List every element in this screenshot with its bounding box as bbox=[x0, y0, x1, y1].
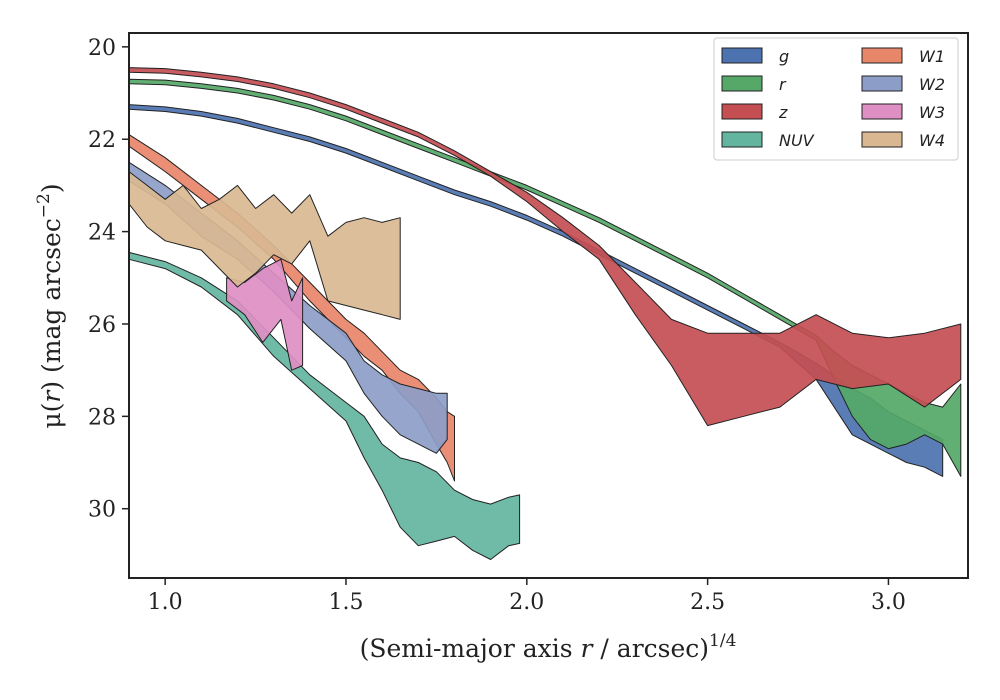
band-w3 bbox=[226, 258, 304, 371]
band-nuv bbox=[128, 251, 521, 560]
legend-label-w4: W4 bbox=[919, 131, 945, 150]
legend-label-nuv: NUV bbox=[779, 131, 815, 150]
x-tick-label: 1.5 bbox=[328, 590, 363, 615]
y-tick-label: 20 bbox=[88, 36, 116, 61]
legend-swatch-g bbox=[721, 47, 763, 64]
legend-swatch-w3 bbox=[861, 103, 903, 120]
legend-swatch-w4 bbox=[861, 131, 903, 148]
y-tick-label: 28 bbox=[88, 405, 116, 430]
y-axis-label: μ(r) (mag arcsec−2) bbox=[34, 183, 66, 428]
y-axis-label-rest: ) (mag arcsec bbox=[37, 218, 66, 391]
series-layer bbox=[128, 67, 962, 560]
x-axis-label-main: (Semi-major axis bbox=[360, 634, 581, 663]
band-z bbox=[128, 67, 962, 427]
y-tick-label: 30 bbox=[88, 498, 116, 523]
y-axis-label-sup: −2 bbox=[34, 193, 54, 218]
legend-swatch-w2 bbox=[861, 75, 903, 92]
y-axis: 20 22 24 26 28 30 bbox=[88, 36, 129, 523]
band-w4 bbox=[128, 171, 401, 320]
x-tick-label: 3.0 bbox=[871, 590, 906, 615]
y-tick-label: 26 bbox=[88, 313, 116, 338]
legend-label-r: r bbox=[779, 75, 787, 94]
y-axis-label-main: μ( bbox=[37, 403, 66, 429]
y-tick-label: 24 bbox=[88, 221, 116, 246]
legend-label-w1: W1 bbox=[919, 47, 945, 66]
x-axis: 1.0 1.5 2.0 2.5 3.0 bbox=[148, 578, 906, 615]
x-axis-label: (Semi-major axis r / arcsec)1/4 bbox=[360, 631, 737, 663]
plot-frame bbox=[128, 32, 969, 579]
legend: grz NUV W1 W2 W3 W4 bbox=[713, 37, 959, 161]
legend-label-g: g bbox=[779, 47, 789, 66]
legend-label-w3: W3 bbox=[919, 103, 945, 122]
x-axis-label-var: r bbox=[581, 634, 595, 663]
legend-swatch-nuv bbox=[721, 131, 763, 148]
band-g bbox=[128, 104, 944, 477]
legend-swatch-z bbox=[721, 103, 763, 120]
x-tick-label: 2.0 bbox=[509, 590, 544, 615]
legend-label-w2: W2 bbox=[919, 75, 945, 94]
legend-swatch-w1 bbox=[861, 47, 903, 64]
x-axis-label-sup: 1/4 bbox=[709, 631, 736, 651]
x-tick-label: 2.5 bbox=[690, 590, 725, 615]
x-tick-label: 1.0 bbox=[148, 590, 183, 615]
legend-swatch-r bbox=[721, 75, 763, 92]
y-axis-label-end: ) bbox=[37, 183, 66, 193]
y-tick-label: 22 bbox=[88, 128, 116, 153]
legend-label-z: z bbox=[778, 103, 788, 122]
legend-frame bbox=[713, 37, 959, 161]
y-axis-label-var: r bbox=[37, 389, 66, 403]
x-axis-label-rest: / arcsec) bbox=[592, 634, 709, 663]
